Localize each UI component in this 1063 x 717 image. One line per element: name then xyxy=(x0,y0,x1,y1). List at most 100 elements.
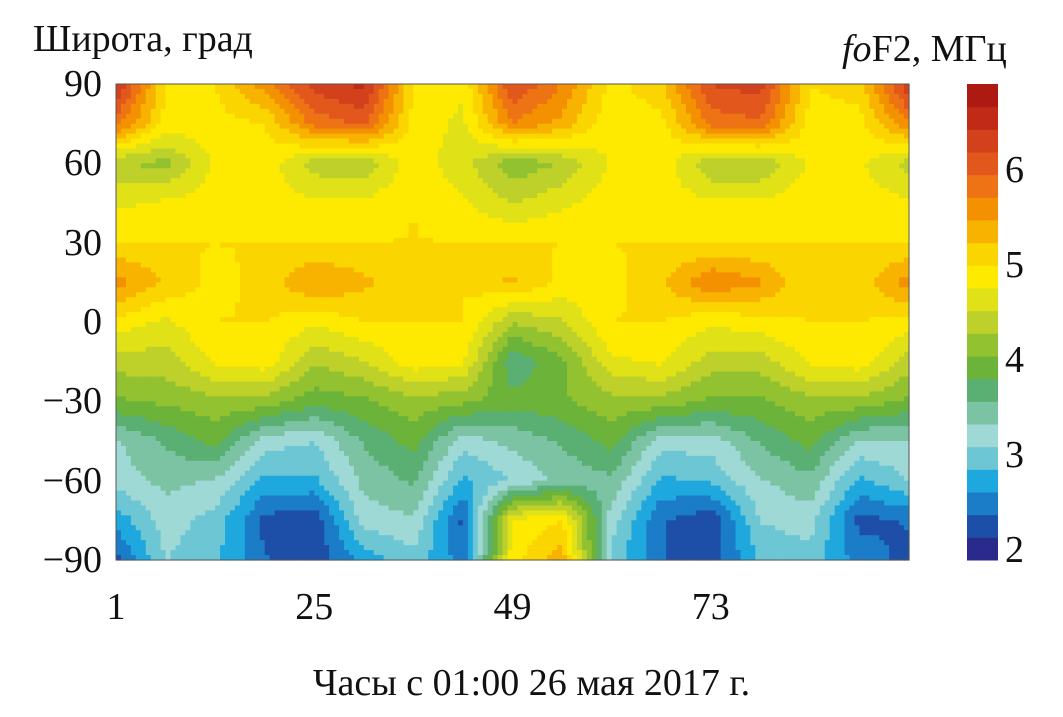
heatmap-cell xyxy=(279,123,286,130)
heatmap-cell xyxy=(809,207,816,214)
heatmap-cell xyxy=(155,93,162,100)
heatmap-cell xyxy=(750,232,756,239)
heatmap-cell xyxy=(804,227,811,234)
heatmap-cell xyxy=(467,163,474,169)
heatmap-cell xyxy=(601,178,608,184)
heatmap-cell xyxy=(809,123,816,130)
heatmap-cell xyxy=(299,103,305,110)
heatmap-cell xyxy=(428,108,434,115)
heatmap-cell xyxy=(745,158,751,164)
heatmap-cell xyxy=(636,222,642,229)
heatmap-cell xyxy=(234,158,241,164)
heatmap-cell xyxy=(626,207,633,214)
heatmap-cell xyxy=(666,168,672,174)
heatmap-cell xyxy=(755,207,761,214)
heatmap-cell xyxy=(537,178,543,184)
heatmap-cell xyxy=(611,118,618,125)
heatmap-cell xyxy=(755,143,761,150)
heatmap-cell xyxy=(611,173,618,179)
heatmap-cell xyxy=(666,232,672,239)
heatmap-cell xyxy=(765,113,771,120)
heatmap-cell xyxy=(403,203,410,209)
heatmap-cell xyxy=(656,143,662,150)
heatmap-cell xyxy=(155,128,162,135)
heatmap-cell xyxy=(274,118,281,125)
heatmap-cell xyxy=(631,133,638,140)
heatmap-cell xyxy=(453,98,459,105)
heatmap-cell xyxy=(314,173,320,179)
heatmap-cell xyxy=(606,198,613,204)
heatmap-cell xyxy=(745,118,751,125)
heatmap-cell xyxy=(239,227,246,234)
heatmap-cell xyxy=(790,108,796,115)
heatmap-cell xyxy=(398,173,405,179)
heatmap-cell xyxy=(636,168,642,174)
heatmap-cell xyxy=(453,178,459,184)
heatmap-cell xyxy=(334,212,340,219)
heatmap-cell xyxy=(661,198,667,204)
heatmap-cell xyxy=(685,93,692,100)
heatmap-cell xyxy=(408,163,414,169)
heatmap-cell xyxy=(681,193,687,199)
heatmap-cell xyxy=(715,103,722,110)
heatmap-cell xyxy=(215,232,221,239)
heatmap-cell xyxy=(477,128,484,135)
heatmap-cell xyxy=(408,143,414,150)
heatmap-cell xyxy=(329,153,335,159)
heatmap-cell xyxy=(775,168,781,174)
heatmap-cell xyxy=(472,113,479,120)
heatmap-cell xyxy=(200,98,206,105)
heatmap-cell xyxy=(135,173,142,179)
heatmap-cell xyxy=(343,84,350,90)
heatmap-cell xyxy=(676,222,682,229)
heatmap-cell xyxy=(874,123,880,130)
heatmap-cell xyxy=(408,183,414,189)
heatmap-cell xyxy=(527,203,533,209)
heatmap-cell xyxy=(715,178,722,184)
heatmap-cell xyxy=(368,222,375,229)
heatmap-cell xyxy=(160,232,167,239)
heatmap-cell xyxy=(433,163,439,169)
heatmap-cell xyxy=(879,183,885,189)
heatmap-cell xyxy=(547,153,553,159)
heatmap-cell xyxy=(393,128,400,135)
heatmap-cell xyxy=(646,207,652,214)
heatmap-cell xyxy=(581,212,588,219)
heatmap-cell xyxy=(428,207,434,214)
heatmap-cell xyxy=(854,198,861,204)
heatmap-cell xyxy=(804,183,811,189)
heatmap-cell xyxy=(621,108,628,115)
heatmap-cell xyxy=(423,88,429,95)
heatmap-cell xyxy=(388,227,395,234)
heatmap-cell xyxy=(527,148,533,155)
heatmap-cell xyxy=(581,84,588,90)
heatmap-cell xyxy=(225,193,231,199)
heatmap-cell xyxy=(671,222,677,229)
heatmap-cell xyxy=(690,227,697,234)
heatmap-cell xyxy=(200,222,206,229)
heatmap-cell xyxy=(448,158,454,164)
heatmap-cell xyxy=(353,153,360,159)
heatmap-cell xyxy=(393,183,400,189)
heatmap-cell xyxy=(398,143,405,150)
heatmap-cell xyxy=(120,123,127,130)
heatmap-cell xyxy=(606,178,613,184)
heatmap-cell xyxy=(537,193,543,199)
heatmap-cell xyxy=(363,198,370,204)
heatmap-cell xyxy=(819,203,826,209)
heatmap-cell xyxy=(795,173,801,179)
heatmap-cell xyxy=(889,193,895,199)
heatmap-cell xyxy=(195,103,201,110)
heatmap-cell xyxy=(185,93,191,100)
heatmap-cell xyxy=(264,98,271,105)
heatmap-cell xyxy=(264,188,271,194)
heatmap-cell xyxy=(175,222,182,229)
heatmap-cell xyxy=(839,203,846,209)
heatmap-cell xyxy=(259,198,266,204)
heatmap-cell xyxy=(799,178,806,184)
heatmap-cell xyxy=(343,123,350,130)
heatmap-cell xyxy=(453,168,459,174)
heatmap-cell xyxy=(388,178,395,184)
heatmap-cell xyxy=(477,84,484,90)
heatmap-cell xyxy=(353,98,360,105)
